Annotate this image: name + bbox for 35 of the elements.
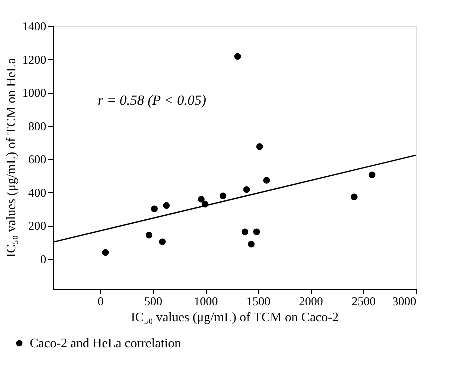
x-tick-label: 3000: [392, 294, 416, 308]
x-tick-label: 2500: [352, 294, 376, 308]
y-tick-label: 600: [28, 152, 46, 167]
x-tick-label: 1000: [194, 294, 218, 308]
point: [253, 228, 260, 236]
x-tick-label: 1500: [246, 294, 271, 308]
annotation: r = 0.58 (P < 0.05): [98, 94, 207, 109]
x-axis-title: IC₅₀ values (μg/mL) of TCM on Caco-2: [131, 310, 339, 324]
point: [242, 228, 249, 236]
point: [234, 53, 242, 60]
point: [263, 177, 270, 184]
y-tick-label: 1200: [22, 52, 46, 67]
y-tick-label: 200: [28, 219, 46, 234]
y-tick-label: 1400: [22, 20, 46, 34]
x-tick-label: 2000: [299, 294, 324, 308]
point: [220, 192, 227, 200]
point: [368, 172, 376, 178]
y-tick-label: 1000: [22, 86, 46, 100]
point: [151, 206, 158, 212]
x-tick-label: 500: [144, 294, 162, 308]
y-tick-label: 400: [28, 186, 46, 200]
point: [159, 238, 166, 246]
legend-label: Caco-2 and HeLa correlation: [30, 336, 182, 350]
x-tick-label: 0: [98, 294, 104, 308]
point: [163, 202, 170, 210]
y-tick-label: 800: [28, 119, 46, 134]
y-axis-title: IC₅₀ values (μg/mL) of TCM on HeLa: [4, 58, 18, 258]
y-tick-label: 0: [40, 252, 46, 267]
point: [102, 249, 110, 256]
point: [351, 194, 358, 200]
point: [248, 241, 255, 248]
point: [146, 232, 153, 239]
point: [198, 196, 205, 203]
point: [256, 144, 264, 150]
point: [243, 186, 250, 194]
